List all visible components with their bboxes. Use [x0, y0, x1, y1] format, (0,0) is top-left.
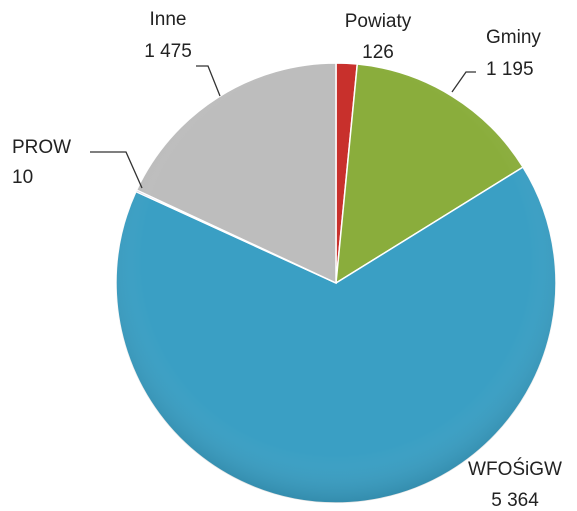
value-label: 5 364 [491, 490, 539, 511]
leader-line [451, 71, 476, 93]
value-label: 126 [362, 42, 394, 63]
leader-line [196, 65, 221, 97]
value-label: 10 [12, 167, 33, 188]
value-label: 1 475 [144, 41, 192, 62]
category-label: Powiaty [345, 11, 412, 32]
value-label: 1 195 [486, 59, 534, 80]
category-label: WFOŚiGW [468, 458, 562, 480]
category-label: Inne [150, 9, 187, 30]
leader-line [90, 151, 143, 189]
category-label: PROW [12, 137, 71, 158]
category-label: Gminy [486, 27, 541, 48]
